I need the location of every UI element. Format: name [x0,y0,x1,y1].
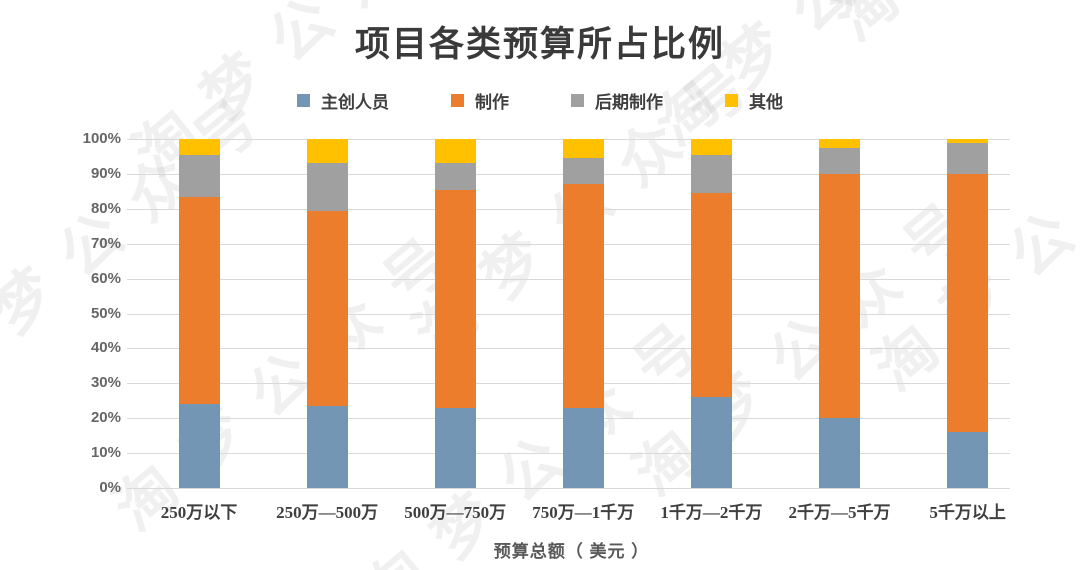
y-tick-label: 20% [90,409,121,427]
bar-segment-后期制作 [947,142,989,174]
x-tick-label-2: 250万—500万 [276,503,379,522]
bar-segment-主创人员 [434,407,476,488]
bar-segment-其他 [178,139,220,155]
bar-column-3 [434,139,476,488]
x-tick-label-4: 750万—1千万 [532,503,635,522]
bar-segment-制作 [947,173,989,433]
x-axis-title: 预算总额（ 美元 ） [493,542,650,561]
chart-title: 项目各类预算所占比例 [354,25,725,64]
bar-segment-主创人员 [306,406,348,488]
legend-item-4: 其他 [725,88,783,113]
bar-column-5 [690,139,732,488]
bar-segment-其他 [434,139,476,164]
bar-segment-其他 [562,139,604,159]
x-tick-label-6: 2千万—5千万 [788,503,891,522]
bar-column-6 [819,139,860,488]
y-tick-label: 30% [90,374,121,392]
bar-segment-其他 [947,139,989,143]
y-tick-label: 70% [90,234,121,252]
x-tick-label-1: 250万以下 [160,503,238,522]
y-tick-label: 50% [90,304,121,322]
bar-segment-制作 [178,196,220,405]
bar-segment-制作 [819,173,860,419]
legend-swatch-icon [571,94,584,107]
gridline [127,488,1010,489]
legend-item-3: 后期制作 [571,88,663,113]
legend-item-2: 制作 [451,88,509,113]
legend-label: 其他 [749,93,783,112]
legend-label: 制作 [475,93,509,112]
bar-segment-其他 [306,139,348,164]
bar-segment-后期制作 [562,158,604,185]
legend-label: 后期制作 [595,93,663,112]
bar-segment-制作 [690,193,732,398]
bar-segment-主创人员 [562,407,604,488]
bar-segment-主创人员 [690,397,732,488]
y-tick-label: 0% [99,479,121,496]
legend-swatch-icon [451,94,464,107]
x-tick-label-7: 5千万以上 [929,503,1006,522]
bar-segment-主创人员 [947,432,989,488]
bar-segment-后期制作 [690,154,732,194]
bar-segment-后期制作 [819,147,860,174]
bar-column-1 [178,139,220,488]
y-tick-label: 60% [90,269,121,287]
bar-segment-后期制作 [178,154,220,197]
bar-segment-制作 [562,184,604,408]
legend-swatch-icon [725,94,738,107]
bar-segment-制作 [306,210,348,406]
legend: 主创人员 制作 后期制作 其他 [0,88,1080,113]
legend-swatch-icon [297,94,310,107]
bar-segment-后期制作 [306,163,348,211]
bar-column-4 [562,139,604,488]
y-tick-label: 40% [90,339,121,357]
bar-segment-制作 [434,189,476,408]
bar-column-7 [947,139,989,488]
legend-label: 主创人员 [321,93,389,112]
y-tick-label: 100% [82,130,121,147]
bar-segment-其他 [819,139,860,148]
bar-segment-后期制作 [434,163,476,190]
bar-segment-主创人员 [178,404,220,488]
plot-area: 100% 90% 80% 70% 60% 50% 40% 30% 20% 10% 0% [83,130,1010,496]
bar-segment-其他 [690,139,732,155]
x-tick-label-3: 500万—750万 [404,503,507,522]
y-tick-label: 80% [90,199,121,217]
x-tick-label-5: 1千万—2千万 [660,503,763,522]
legend-item-1: 主创人员 [297,88,389,113]
bar-segment-主创人员 [819,418,860,488]
y-tick-label: 90% [90,164,121,182]
y-tick-label: 10% [90,444,121,462]
bar-column-2 [306,139,348,488]
